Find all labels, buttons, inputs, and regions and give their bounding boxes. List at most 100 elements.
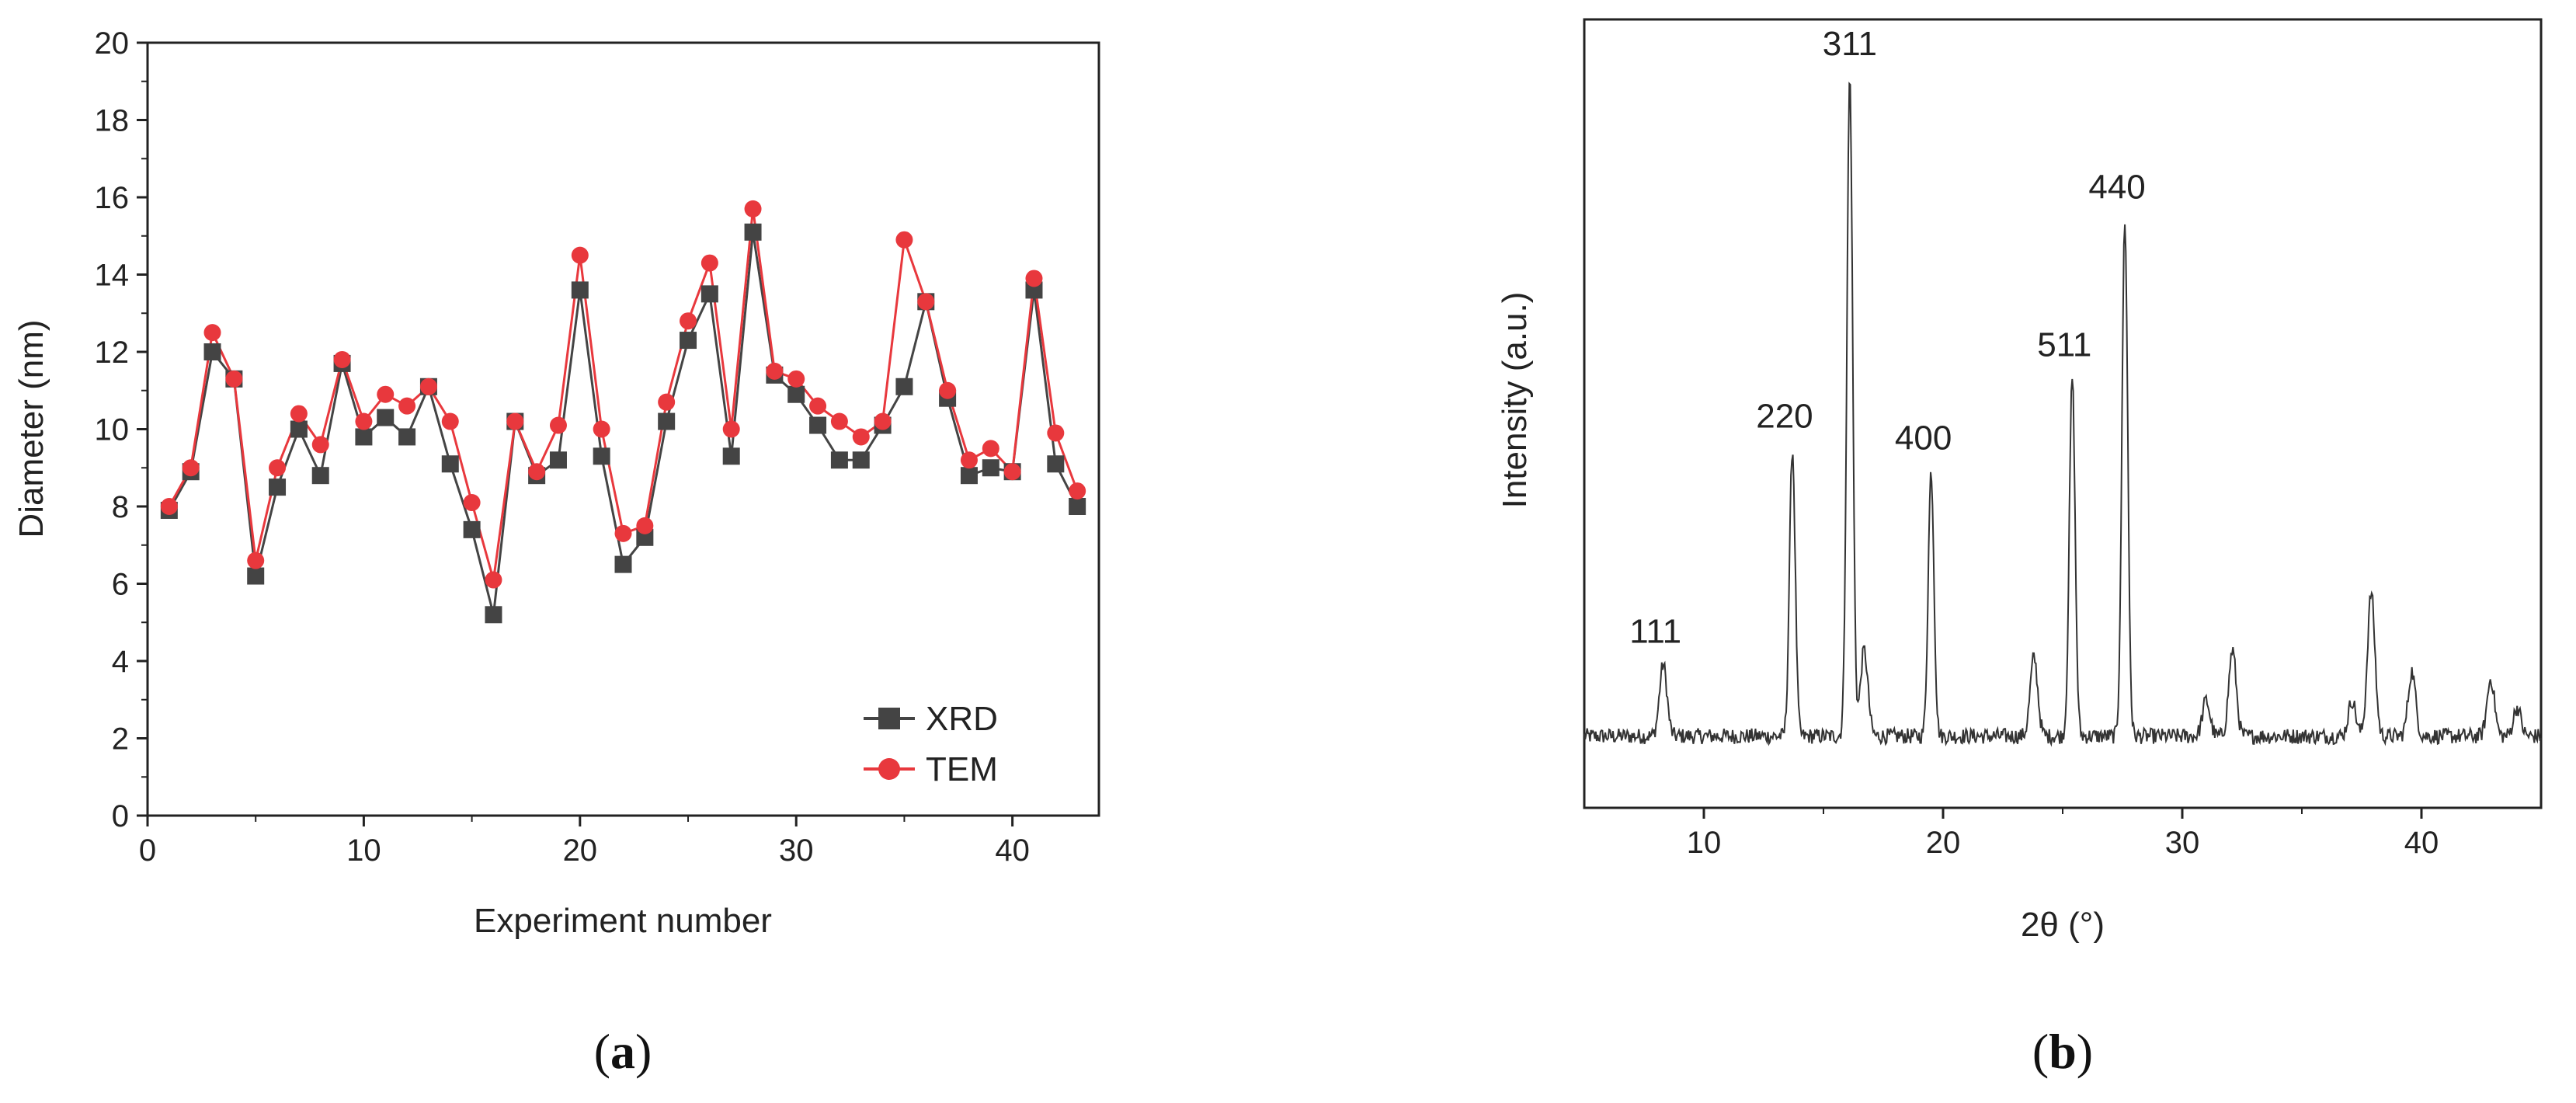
data-point-xrd xyxy=(593,447,610,465)
panel-a-y-tick-label: 12 xyxy=(95,336,130,370)
data-point-tem xyxy=(1003,463,1021,481)
data-point-tem xyxy=(225,370,243,388)
data-point-tem xyxy=(1069,482,1086,500)
peak-label-311: 311 xyxy=(1823,25,1877,63)
data-point-tem xyxy=(895,231,913,249)
panel-b-chart: 10 20 30 40 111 220 311 400 511 440 2θ (°) Inten… xyxy=(1496,18,2543,1079)
data-point-tem xyxy=(744,200,762,217)
data-point-xrd xyxy=(1047,455,1065,473)
panel-a-y-tick-label: 0 xyxy=(112,799,129,833)
data-point-tem xyxy=(506,412,524,430)
data-point-xrd xyxy=(680,332,697,350)
peak-label-511: 511 xyxy=(2037,325,2091,364)
panel-b-x-tick-label: 30 xyxy=(2165,826,2200,860)
panel-b-x-axis-title: 2θ (°) xyxy=(2021,906,2105,944)
panel-a-x-tick-label: 40 xyxy=(995,833,1030,868)
data-point-xrd xyxy=(895,378,913,395)
data-point-tem xyxy=(419,378,437,395)
data-point-tem xyxy=(614,524,632,542)
panel-a-y-tick-label: 4 xyxy=(112,645,129,679)
data-point-tem xyxy=(528,463,546,481)
data-point-xrd xyxy=(1069,498,1086,515)
data-point-xrd xyxy=(311,467,329,485)
data-point-tem xyxy=(960,451,978,469)
panel-b-x-tick-label: 10 xyxy=(1687,826,1722,860)
panel-a-legend: XRD TEM xyxy=(864,700,998,788)
data-point-xrd xyxy=(485,606,502,624)
data-point-xrd xyxy=(355,428,373,446)
data-point-tem xyxy=(830,412,848,430)
peak-label-111: 111 xyxy=(1629,612,1681,650)
panel-a-chart: 0 10 20 30 40 0 2 4 6 8 10 12 14 16 18 20 Experiment nu… xyxy=(12,26,1100,1079)
data-point-tem xyxy=(290,405,308,423)
panel-a-x-tick-label: 10 xyxy=(346,833,381,868)
data-point-tem xyxy=(700,254,718,272)
data-point-tem xyxy=(809,397,827,415)
data-point-tem xyxy=(571,246,589,264)
data-point-xrd xyxy=(463,520,481,538)
data-point-xrd xyxy=(203,343,221,360)
data-point-tem xyxy=(874,412,892,430)
data-point-xrd xyxy=(247,567,265,585)
data-point-tem xyxy=(203,324,221,342)
data-point-tem xyxy=(333,350,351,368)
data-point-xrd xyxy=(441,455,459,473)
panel-a-caption: (a) xyxy=(594,1024,652,1079)
panel-b-x-tick-label: 20 xyxy=(1926,826,1961,860)
data-point-xrd xyxy=(809,416,827,434)
data-point-xrd xyxy=(658,412,676,430)
data-point-tem xyxy=(441,412,459,430)
panel-a-y-tick-label: 8 xyxy=(112,490,129,524)
data-point-tem xyxy=(852,428,870,446)
data-point-tem xyxy=(269,459,287,477)
peak-label-400: 400 xyxy=(1895,419,1952,457)
legend-tem-label: TEM xyxy=(926,750,998,788)
data-point-tem xyxy=(680,312,697,330)
data-point-xrd xyxy=(982,459,999,477)
data-point-xrd xyxy=(722,447,740,465)
data-point-xrd xyxy=(398,428,416,446)
panel-a-y-tick-label: 16 xyxy=(95,181,130,215)
data-point-tem xyxy=(658,393,676,411)
data-point-xrd xyxy=(744,223,762,241)
data-point-tem xyxy=(377,385,395,403)
peak-label-440: 440 xyxy=(2088,168,2145,206)
data-point-tem xyxy=(485,571,502,589)
data-point-xrd xyxy=(549,451,567,469)
data-point-tem xyxy=(787,370,805,388)
data-point-tem xyxy=(311,436,329,454)
data-point-xrd xyxy=(787,385,805,403)
panel-b-y-axis-title: Intensity (a.u.) xyxy=(1496,292,1534,509)
legend-xrd-label: XRD xyxy=(926,700,998,738)
panel-a-y-tick-label: 18 xyxy=(95,104,130,138)
data-point-tem xyxy=(247,552,265,569)
panel-b-x-tick-label: 40 xyxy=(2404,826,2439,860)
data-point-tem xyxy=(1025,270,1043,287)
panel-a-y-tick-label: 6 xyxy=(112,568,129,602)
panel-a-letter: a xyxy=(610,1024,635,1079)
panel-a-x-axis-title: Experiment number xyxy=(474,902,772,940)
data-point-xrd xyxy=(614,555,632,573)
data-point-tem xyxy=(355,412,373,430)
data-point-tem xyxy=(549,416,567,434)
panel-a-x-tick-label: 0 xyxy=(139,833,156,868)
data-point-tem xyxy=(398,397,416,415)
legend-tem-marker xyxy=(878,758,900,780)
data-point-xrd xyxy=(571,281,589,299)
xrd-pattern-trace xyxy=(1583,82,2542,747)
data-point-tem xyxy=(982,440,999,458)
data-point-tem xyxy=(593,420,610,438)
peak-label-220: 220 xyxy=(1756,398,1813,436)
data-point-xrd xyxy=(830,451,848,469)
data-point-tem xyxy=(766,362,784,380)
data-point-tem xyxy=(463,494,481,512)
legend-xrd-marker xyxy=(878,708,900,729)
panel-a-x-tick-label: 20 xyxy=(563,833,598,868)
panel-b-caption: (b) xyxy=(2032,1024,2093,1079)
data-point-xrd xyxy=(377,409,395,426)
panel-a-y-tick-label: 2 xyxy=(112,722,129,757)
panel-b-frame xyxy=(1583,18,2543,809)
data-point-tem xyxy=(722,420,740,438)
data-point-tem xyxy=(917,293,935,311)
